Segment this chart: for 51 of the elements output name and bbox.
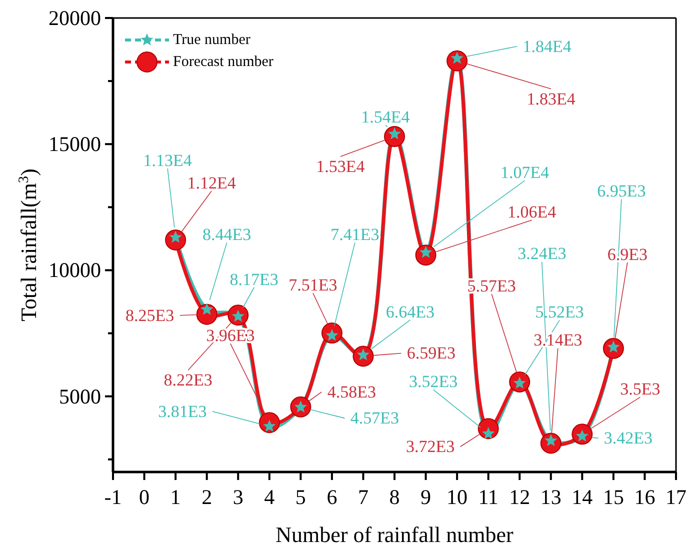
- x-tick-label: 7: [358, 485, 368, 509]
- x-tick-label: 15: [602, 485, 624, 509]
- data-label: 3.5E3: [620, 380, 660, 399]
- x-tick-label: 8: [389, 485, 400, 509]
- data-label: 1.13E4: [143, 150, 192, 170]
- y-tick-label: 15000: [48, 132, 101, 156]
- data-label: 7.51E3: [288, 276, 338, 295]
- x-tick-label: 13: [540, 485, 562, 509]
- x-tick-label: 17: [666, 485, 686, 509]
- data-label: 1.54E4: [361, 108, 410, 127]
- x-tick-label: 9: [420, 485, 432, 509]
- x-tick-label: 0: [139, 485, 150, 509]
- x-tick-label: 11: [478, 485, 498, 509]
- legend-label: True number: [173, 32, 250, 48]
- data-label: 6.64E3: [386, 302, 435, 322]
- data-label: 1.83E4: [526, 89, 576, 108]
- y-tick-label: 10000: [48, 258, 101, 282]
- data-label: 1.07E4: [500, 163, 550, 182]
- data-label: 7.41E3: [330, 225, 380, 244]
- y-tick-label: 5000: [59, 384, 101, 408]
- data-label: 3.24E3: [518, 244, 566, 264]
- x-tick-label: 3: [232, 485, 244, 509]
- data-label: 4.57E3: [350, 408, 399, 428]
- data-label: 6.95E3: [597, 182, 646, 201]
- data-label: 3.81E3: [158, 402, 207, 421]
- data-label: 1.53E4: [316, 157, 366, 176]
- data-label: 6.59E3: [406, 344, 456, 363]
- x-tick-label: 10: [446, 485, 468, 509]
- x-tick-label: 6: [326, 485, 338, 509]
- x-axis-title: Number of rainfall number: [276, 522, 514, 547]
- x-tick-label: 16: [634, 485, 656, 509]
- data-label: 8.25E3: [126, 306, 174, 325]
- x-tick-label: 1: [170, 485, 181, 509]
- data-label: 1.06E4: [507, 202, 557, 222]
- y-tick-label: 20000: [48, 6, 101, 30]
- data-label: 3.72E3: [406, 437, 455, 456]
- x-tick-label: 14: [572, 485, 594, 509]
- x-tick-label: 2: [202, 485, 212, 509]
- x-tick-label: 4: [264, 485, 276, 509]
- data-label: 4.58E3: [327, 382, 376, 402]
- x-tick-label: 5: [295, 485, 306, 509]
- legend-label: Forecast number: [173, 54, 274, 70]
- data-label: 1.84E4: [522, 36, 572, 56]
- data-label: 8.44E3: [202, 225, 252, 244]
- data-label: 8.17E3: [230, 270, 278, 289]
- data-label: 3.52E3: [409, 372, 458, 392]
- x-tick-label: 12: [509, 485, 530, 509]
- data-label: 3.42E3: [604, 428, 652, 448]
- data-label: 8.22E3: [164, 370, 212, 390]
- x-tick-label: -1: [104, 485, 122, 509]
- data-label: 1.12E4: [187, 173, 236, 192]
